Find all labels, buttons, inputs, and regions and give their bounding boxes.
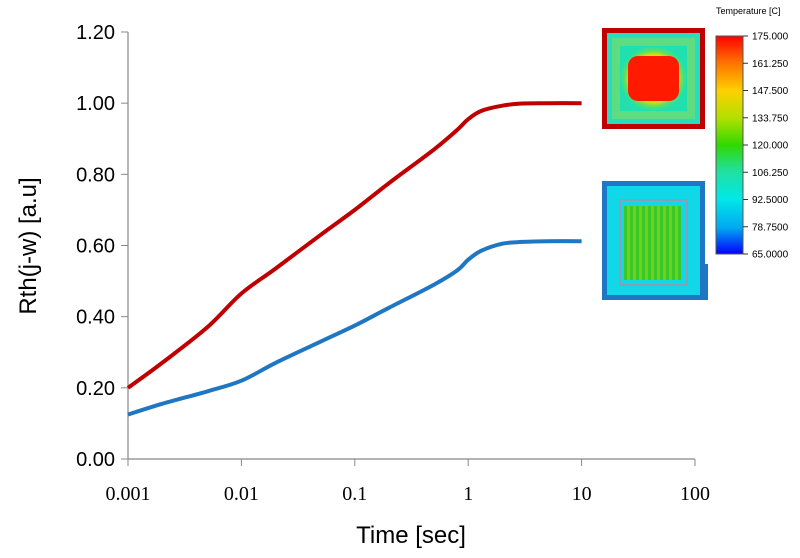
x-tick-label: 10 bbox=[572, 483, 592, 505]
y-tick-label: 0.40 bbox=[76, 307, 115, 329]
colorbar-tick-label: 161.250 bbox=[752, 59, 789, 70]
colorbar-tick-label: 147.500 bbox=[752, 86, 789, 97]
series-group bbox=[126, 101, 582, 417]
y-tick-label: 0.20 bbox=[76, 378, 115, 400]
y-tick-label: 0.80 bbox=[76, 164, 115, 186]
colorbar: Temperature [C] 175.000 161.250 147.500 133… bbox=[715, 6, 789, 261]
series-line-red bbox=[126, 101, 582, 390]
colorbar-tick-label: 106.250 bbox=[752, 168, 789, 179]
x-tick-label: 1 bbox=[463, 483, 473, 505]
colorbar-tick-label: 65.0000 bbox=[752, 250, 789, 261]
x-tick-label: 0.1 bbox=[342, 483, 367, 505]
colorbar-tick-label: 120.000 bbox=[752, 141, 789, 152]
x-tick-label: 100 bbox=[680, 483, 710, 505]
series-line-blue bbox=[127, 239, 582, 417]
cool-thermal-map bbox=[602, 181, 708, 300]
colorbar-tick-label: 78.7500 bbox=[752, 222, 789, 233]
colorbar-gradient bbox=[715, 35, 744, 255]
colorbar-tick-label: 133.750 bbox=[752, 113, 789, 124]
colorbar-tick-label: 175.000 bbox=[752, 32, 789, 43]
x-axis-title: Time [sec] bbox=[356, 522, 466, 549]
y-tick-label: 1.20 bbox=[76, 22, 115, 44]
colorbar-title: Temperature [C] bbox=[716, 6, 781, 16]
x-tick-label: 0.01 bbox=[224, 483, 259, 505]
colorbar-tick-label: 92.5000 bbox=[752, 195, 789, 206]
y-axis-title: Rth(j-w) [a.u] bbox=[15, 177, 42, 314]
x-tick-label: 0.001 bbox=[106, 483, 151, 505]
y-tick-label: 0.00 bbox=[76, 449, 115, 471]
y-tick-label: 0.60 bbox=[76, 236, 115, 258]
y-tick-label: 1.00 bbox=[76, 93, 115, 115]
hot-thermal-map bbox=[602, 28, 705, 129]
axes: 0.00 0.20 0.40 0.60 0.80 1.00 1.20 0.001 0.01 0.1… bbox=[76, 22, 710, 505]
